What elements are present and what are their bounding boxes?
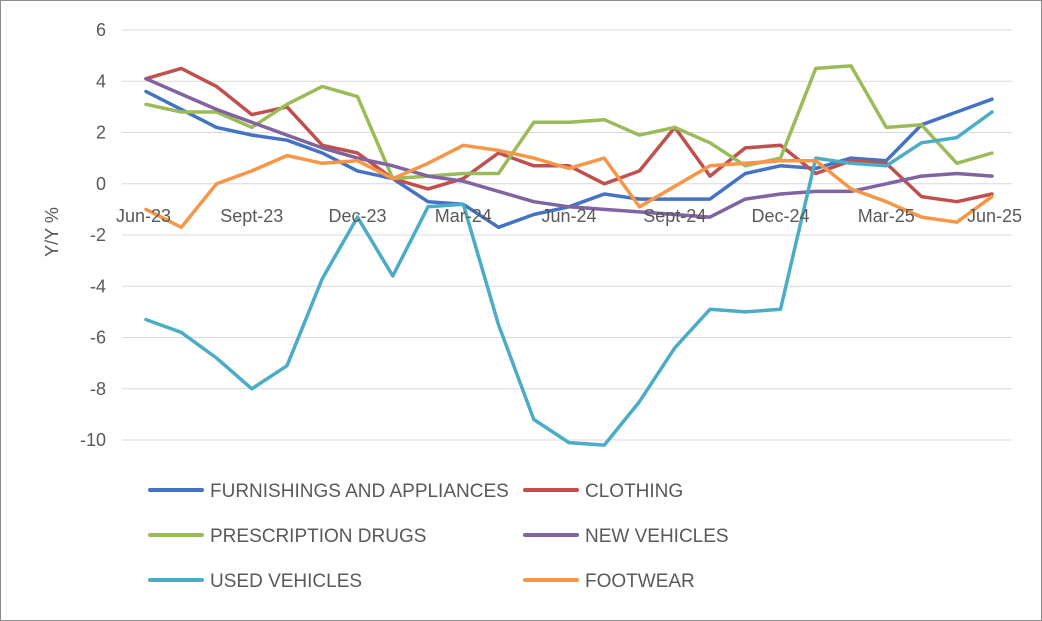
series-line-used-vehicles [144, 110, 994, 447]
x-tick-label: Mar-24 [435, 206, 492, 226]
y-tick-label: 2 [96, 123, 106, 143]
y-tick-label: -4 [90, 276, 106, 296]
legend-label: FOOTWEAR [585, 571, 695, 592]
x-tick-label: Sept-24 [643, 206, 706, 226]
x-axis-ticks: Jun-23 Sept-23 Dec-23 Mar-24 Jun-24 Sept-24 De… [116, 206, 1022, 226]
x-tick-label: Jun-24 [541, 206, 596, 226]
y-axis-ticks: 6 4 2 0 -2 -4 -6 -8 -10 [80, 20, 106, 450]
x-tick-label: Jun-25 [967, 206, 1022, 226]
series-line-new-vehicles [144, 76, 994, 219]
legend-label: NEW VEHICLES [585, 526, 729, 547]
legend: FURNISHINGS AND APPLIANCES CLOTHING PRESCR… [148, 481, 729, 592]
legend-label: USED VEHICLES [210, 571, 362, 592]
gridlines [122, 29, 1012, 441]
y-tick-label: -10 [80, 430, 106, 450]
y-tick-label: -2 [90, 225, 106, 245]
y-tick-label: 4 [96, 71, 106, 91]
legend-label: CLOTHING [585, 481, 683, 502]
y-axis-title: Y/Y % [42, 207, 62, 257]
x-tick-label: Sept-23 [220, 206, 283, 226]
series-lines [144, 64, 994, 447]
series-line-prescription-drugs [144, 64, 994, 181]
x-tick-label: Mar-25 [858, 206, 915, 226]
series-line-clothing [144, 66, 994, 204]
y-tick-label: -8 [90, 379, 106, 399]
legend-label: PRESCRIPTION DRUGS [210, 526, 426, 547]
y-tick-label: -6 [90, 328, 106, 348]
x-tick-label: Jun-23 [116, 206, 171, 226]
series-line-footwear [144, 143, 994, 230]
x-tick-label: Dec-24 [751, 206, 809, 226]
y-tick-label: 0 [96, 174, 106, 194]
x-tick-label: Dec-23 [328, 206, 386, 226]
legend-label: FURNISHINGS AND APPLIANCES [210, 481, 509, 502]
y-tick-label: 6 [96, 20, 106, 40]
